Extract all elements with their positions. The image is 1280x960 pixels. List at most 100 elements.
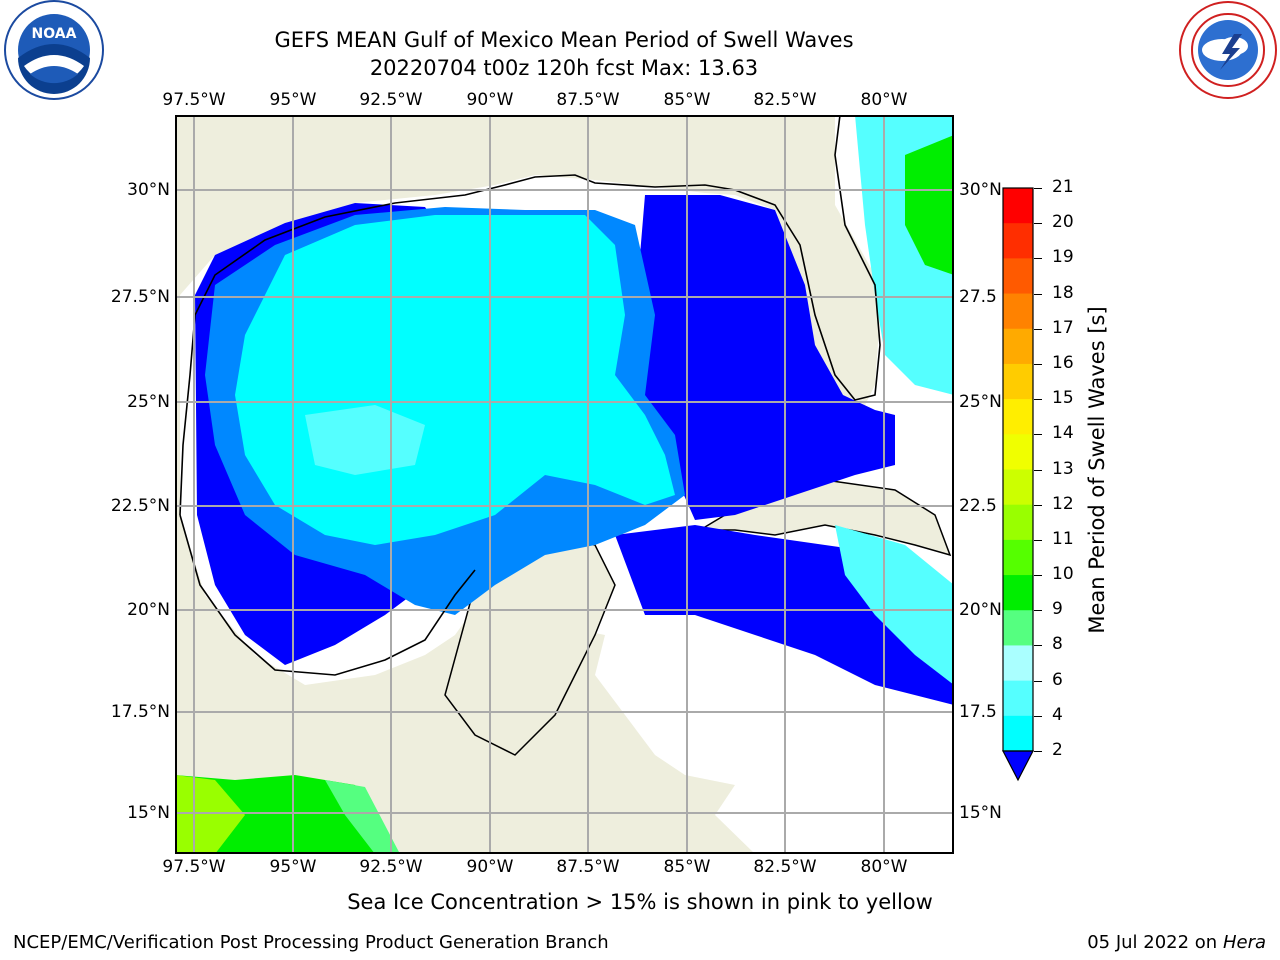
- colorbar-tick-mark: [1034, 539, 1042, 541]
- colorbar-tick-mark: [1034, 680, 1042, 682]
- colorbar-tick-label: 4: [1052, 704, 1063, 725]
- lat-label: 25°N: [959, 392, 1002, 412]
- colorbar-band: [1003, 469, 1033, 506]
- noaa-logo: NOAA: [4, 0, 104, 100]
- colorbar-band: [1003, 610, 1033, 646]
- lat-label: 15°N: [127, 803, 170, 823]
- lat-label: 17.5: [959, 702, 997, 722]
- sea-ice-note: Sea Ice Concentration > 15% is shown in …: [347, 890, 933, 914]
- colorbar-band: [1003, 645, 1033, 682]
- colorbar-extend-arrow: [1002, 750, 1034, 782]
- map-title: GEFS MEAN Gulf of Mexico Mean Period of …: [274, 28, 854, 52]
- lat-label: 22.5°N: [110, 496, 170, 516]
- lon-label: 97.5°W: [162, 90, 226, 110]
- map-subtitle: 20220704 t00z 120h fcst Max: 13.63: [369, 56, 759, 80]
- field-carib-cyan: [835, 525, 954, 685]
- lon-label: 82.5°W: [753, 857, 817, 877]
- colorbar-tick-mark: [1034, 645, 1042, 647]
- lon-label: 87.5°W: [556, 857, 620, 877]
- colorbar-tick-mark: [1034, 223, 1042, 225]
- lon-label: 95°W: [269, 90, 317, 110]
- lat-label: 22.5: [959, 496, 997, 516]
- colorbar-tick-label: 11: [1052, 528, 1074, 549]
- colorbar-band: [1003, 434, 1033, 470]
- colorbar-tick-label: 20: [1052, 212, 1074, 233]
- colorbar-tick-label: 6: [1052, 669, 1063, 690]
- lon-label: 82.5°W: [753, 90, 817, 110]
- colorbar-tick-mark: [1034, 188, 1042, 189]
- colorbar-tick-mark: [1034, 610, 1042, 612]
- lon-label: 80°W: [860, 857, 908, 877]
- lat-label: 15°N: [959, 803, 1002, 823]
- colorbar-band: [1003, 363, 1033, 400]
- nws-logo: [1179, 1, 1277, 99]
- colorbar-band: [1003, 399, 1033, 435]
- colorbar-tick-mark: [1034, 751, 1042, 752]
- footer-host: Hera: [1222, 932, 1266, 953]
- lon-label: 92.5°W: [359, 857, 423, 877]
- lat-label: 20°N: [959, 600, 1002, 620]
- colorbar-tick-mark: [1034, 434, 1042, 436]
- colorbar-band: [1003, 504, 1033, 541]
- colorbar-tick-label: 13: [1052, 458, 1074, 479]
- lat-label: 27.5: [959, 287, 997, 307]
- colorbar-tick-label: 12: [1052, 493, 1074, 514]
- colorbar-title: Mean Period of Swell Waves [s]: [1085, 306, 1109, 634]
- lat-label: 27.5°N: [110, 287, 170, 307]
- colorbar-band: [1003, 293, 1033, 330]
- colorbar-tick-mark: [1034, 399, 1042, 401]
- colorbar-tick-mark: [1034, 469, 1042, 471]
- colorbar-tick-label: 14: [1052, 423, 1074, 444]
- lat-label: 30°N: [959, 180, 1002, 200]
- lon-label: 90°W: [466, 90, 514, 110]
- lon-label: 97.5°W: [162, 857, 226, 877]
- gulf-map: [175, 115, 954, 854]
- lat-label: 20°N: [127, 600, 170, 620]
- lat-label: 25°N: [127, 392, 170, 412]
- colorbar-band: [1003, 188, 1033, 224]
- colorbar: [1002, 187, 1034, 782]
- colorbar-tick-label: 21: [1052, 177, 1074, 197]
- colorbar-tick-label: 8: [1052, 634, 1063, 655]
- colorbar-tick-label: 15: [1052, 388, 1074, 409]
- lon-label: 80°W: [860, 90, 908, 110]
- map-frame: [175, 115, 954, 854]
- field-light-cyan: [305, 405, 425, 475]
- field-blue-east: [635, 195, 895, 520]
- lat-label: 17.5°N: [110, 702, 170, 722]
- lon-label: 90°W: [466, 857, 514, 877]
- lon-label: 95°W: [269, 857, 317, 877]
- coastline: [179, 115, 881, 516]
- colorbar-band: [1003, 575, 1033, 611]
- colorbar-tick-mark: [1034, 363, 1042, 365]
- lat-label: 30°N: [127, 180, 170, 200]
- colorbar-tick-label: 2: [1052, 740, 1063, 760]
- gridlines: [175, 115, 954, 854]
- lon-label: 85°W: [663, 90, 711, 110]
- colorbar-tick-mark: [1034, 328, 1042, 330]
- field-east-green: [905, 135, 954, 275]
- lon-label: 85°W: [663, 857, 711, 877]
- lon-label: 92.5°W: [359, 90, 423, 110]
- colorbar-band: [1003, 680, 1033, 717]
- colorbar-tick-label: 18: [1052, 282, 1074, 303]
- colorbar-tick-label: 17: [1052, 317, 1074, 338]
- colorbar-tick-label: 19: [1052, 247, 1074, 268]
- colorbar-band: [1003, 223, 1033, 259]
- colorbar-tick-mark: [1034, 258, 1042, 260]
- colorbar-band: [1003, 539, 1033, 576]
- svg-text:NOAA: NOAA: [32, 26, 77, 42]
- colorbar-tick-mark: [1034, 504, 1042, 506]
- colorbar-tick-mark: [1034, 575, 1042, 577]
- colorbar-band: [1003, 715, 1033, 752]
- colorbar-tick-mark: [1034, 715, 1042, 717]
- colorbar-tick-label: 16: [1052, 352, 1074, 373]
- colorbar-band: [1003, 328, 1033, 365]
- colorbar-tick-label: 9: [1052, 599, 1063, 620]
- colorbar-tick-label: 10: [1052, 564, 1074, 585]
- colorbar-tick-mark: [1034, 293, 1042, 295]
- lon-label: 87.5°W: [556, 90, 620, 110]
- colorbar-band: [1003, 258, 1033, 295]
- footer-org: NCEP/EMC/Verification Post Processing Pr…: [13, 932, 609, 953]
- footer-date: 05 Jul 2022 on Hera: [1087, 932, 1266, 953]
